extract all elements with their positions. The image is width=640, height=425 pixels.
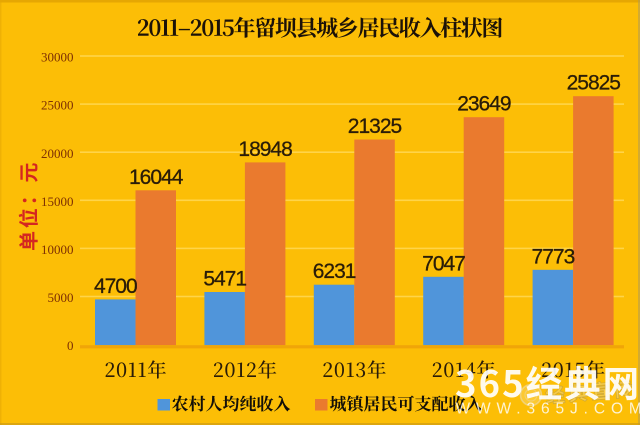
svg-text:25000: 25000 xyxy=(41,98,74,113)
svg-text:18948: 18948 xyxy=(238,138,292,161)
svg-text:5000: 5000 xyxy=(48,290,74,305)
svg-text:WWW.365J.COM: WWW.365J.COM xyxy=(456,401,640,418)
svg-text:6231: 6231 xyxy=(313,260,356,283)
svg-text:21325: 21325 xyxy=(348,115,402,138)
svg-text:25825: 25825 xyxy=(567,72,621,95)
svg-text:7047: 7047 xyxy=(422,252,465,275)
svg-text:23649: 23649 xyxy=(457,93,511,116)
svg-text:20000: 20000 xyxy=(41,146,74,161)
svg-text:30000: 30000 xyxy=(41,50,74,65)
svg-text:15000: 15000 xyxy=(41,194,74,209)
svg-text:16044: 16044 xyxy=(129,166,184,189)
svg-text:7773: 7773 xyxy=(532,245,575,268)
svg-text:4700: 4700 xyxy=(94,275,137,298)
svg-text:10000: 10000 xyxy=(41,242,74,257)
svg-text:5471: 5471 xyxy=(203,268,246,291)
svg-text:0: 0 xyxy=(67,338,74,353)
